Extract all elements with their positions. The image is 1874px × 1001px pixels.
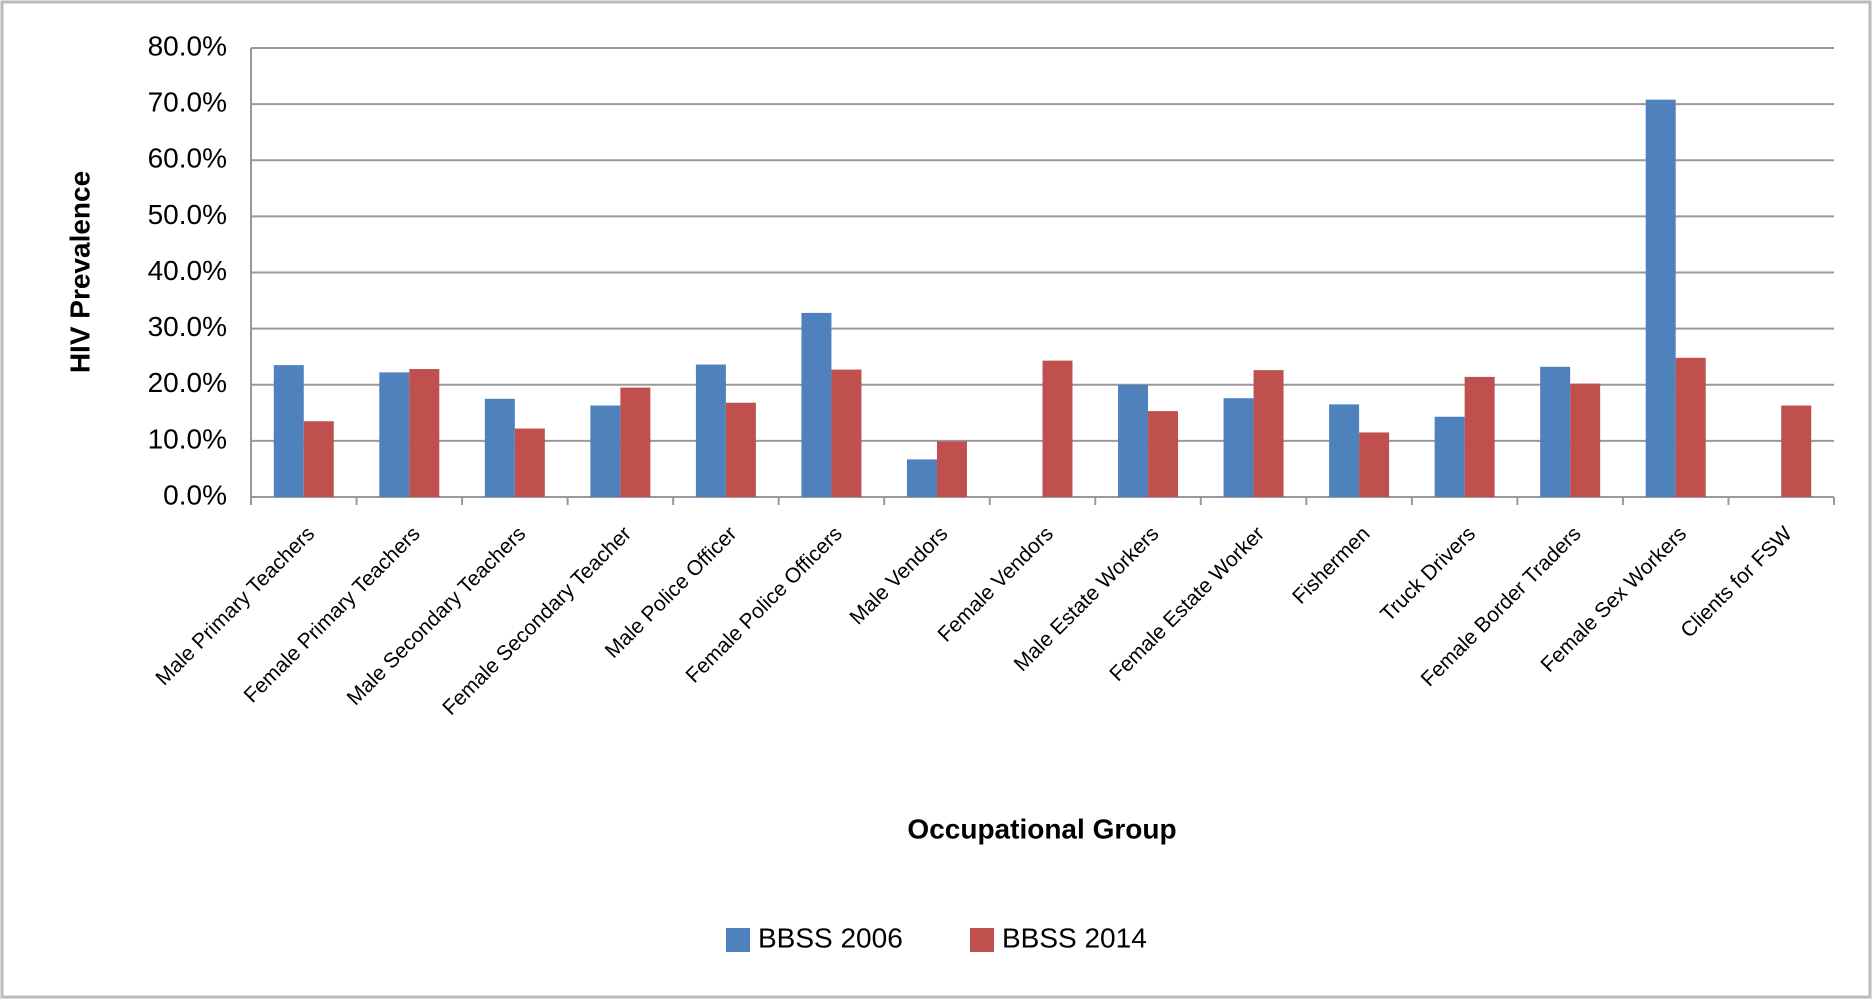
bar (725, 402, 756, 497)
bar (936, 441, 967, 497)
legend-swatch (970, 928, 994, 952)
bar (1464, 376, 1495, 497)
bar (1781, 405, 1812, 497)
bar (1675, 357, 1706, 497)
y-tick-label: 80.0% (148, 30, 227, 61)
bar (1329, 404, 1360, 497)
bar (379, 372, 410, 497)
bar (484, 398, 515, 497)
bar (514, 428, 545, 497)
bar (620, 387, 651, 497)
y-tick-label: 70.0% (148, 87, 227, 118)
y-tick-label: 50.0% (148, 199, 227, 230)
bar (831, 369, 862, 497)
bar (1223, 398, 1254, 497)
bar (1645, 99, 1676, 497)
legend-label: BBSS 2014 (1002, 922, 1147, 953)
bar (1148, 411, 1179, 497)
bar (1118, 384, 1149, 497)
bar (1434, 416, 1465, 497)
bar (1570, 383, 1601, 497)
y-tick-label: 40.0% (148, 255, 227, 286)
y-tick-label: 20.0% (148, 367, 227, 398)
legend-label: BBSS 2006 (758, 922, 903, 953)
bar (1359, 432, 1390, 497)
bar (409, 369, 440, 497)
y-tick-label: 30.0% (148, 311, 227, 342)
x-axis-title: Occupational Group (907, 813, 1176, 844)
bar (1540, 366, 1571, 497)
y-tick-label: 0.0% (163, 479, 227, 510)
legend-swatch (726, 928, 750, 952)
y-axis-title: HIV Prevalence (64, 171, 95, 373)
bar (801, 312, 832, 497)
y-tick-label: 10.0% (148, 423, 227, 454)
bar (906, 459, 937, 497)
bar (1042, 360, 1073, 497)
bar (590, 405, 621, 497)
bar (1253, 370, 1284, 497)
bar (273, 365, 304, 497)
bar (303, 421, 334, 497)
bar (695, 364, 726, 497)
y-tick-label: 60.0% (148, 143, 227, 174)
